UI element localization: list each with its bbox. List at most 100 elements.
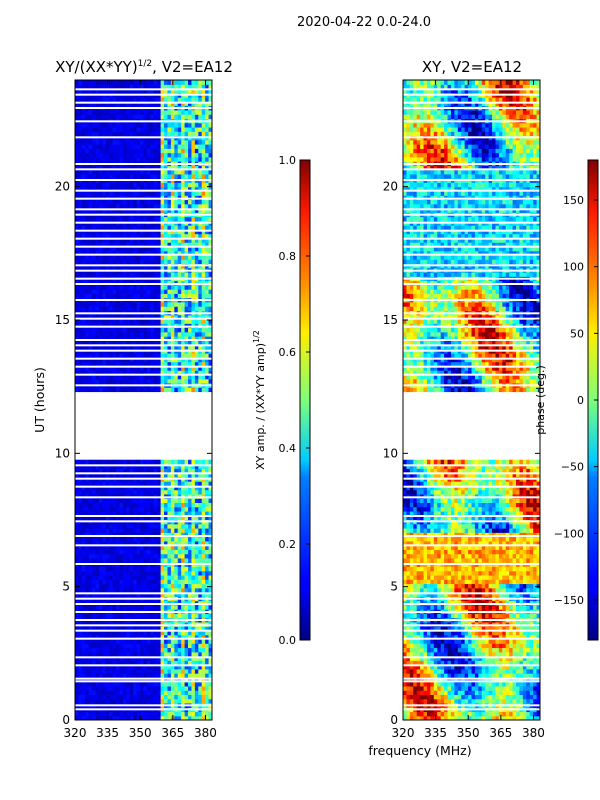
heatmap1-cell [205, 254, 210, 260]
heatmap1-cell [105, 331, 110, 337]
heatmap1-cell [126, 604, 131, 610]
heatmap1-cell [81, 370, 86, 375]
heatmap1-cell [122, 314, 127, 320]
heatmap1-cell [198, 613, 203, 619]
heatmap1-cell [112, 472, 117, 478]
heatmap1-cell [92, 570, 97, 576]
heatmap1-cell [198, 677, 203, 683]
heatmap1-cell [160, 566, 165, 572]
heatmap1-cell [126, 216, 131, 222]
heatmap1-cell [167, 711, 172, 717]
heatmap1-cell [150, 536, 155, 542]
heatmap1-cell [81, 668, 86, 674]
heatmap1-cell [88, 481, 93, 486]
heatmap1-cell [92, 685, 97, 691]
heatmap1-cell [112, 144, 117, 149]
heatmap1-cell [98, 344, 103, 350]
heatmap1-cell [194, 690, 199, 695]
heatmap1-cell [126, 327, 131, 333]
heatmap1-cell [146, 340, 151, 346]
heatmap1-cell [146, 464, 151, 469]
heatmap1-cell [208, 489, 212, 495]
heatmap1-cell [85, 199, 90, 205]
heatmap1-cell [146, 156, 151, 162]
heatmap1-cell [160, 229, 165, 235]
heatmap1-cell [164, 592, 169, 597]
heatmap1-cell [184, 169, 189, 175]
heatmap1-cell [184, 557, 189, 563]
heatmap1-cell [133, 690, 138, 695]
heatmap1-cell [177, 165, 182, 171]
heatmap1-cell [119, 289, 124, 294]
heatmap1-cell [109, 583, 114, 589]
heatmap1-cell [181, 122, 186, 128]
heatmap1-cell [129, 259, 134, 265]
heatmap1-cell [167, 638, 172, 644]
heatmap1-cell [119, 301, 124, 307]
heatmap1-cell [157, 464, 162, 469]
heatmap1-cell [92, 173, 97, 179]
heatmap1-cell [188, 259, 193, 265]
heatmap1-cell [170, 587, 175, 593]
heatmap1-cell [119, 643, 124, 649]
heatmap1-cell [198, 643, 203, 649]
heatmap1-cell [143, 353, 148, 358]
heatmap1-cell [170, 677, 175, 683]
heatmap1-cell [140, 566, 145, 572]
heatmap1-cell [201, 540, 206, 546]
heatmap1-cell [164, 259, 169, 265]
heatmap1-cell [109, 485, 114, 491]
heatmap1-cell [78, 604, 83, 610]
heatmap1-cell [181, 630, 186, 636]
heatmap1-cell [92, 528, 97, 533]
heatmap1-cell [153, 592, 158, 597]
heatmap1-cell [188, 229, 193, 235]
heatmap1-cell [160, 126, 165, 132]
heatmap1-cell [78, 318, 83, 324]
heatmap1-cell [109, 331, 114, 337]
heatmap1-cell [194, 630, 199, 636]
heatmap1-cell [174, 711, 179, 717]
heatmap1-cell [126, 481, 131, 486]
heatmap1-cell [136, 126, 141, 132]
heatmap1-cell [184, 485, 189, 491]
heatmap1-cell [160, 284, 165, 290]
heatmap1-cell [140, 673, 145, 678]
heatmap1-cell [81, 579, 86, 585]
heatmap1-cell [146, 536, 151, 542]
heatmap1-cell [140, 254, 145, 260]
heatmap1-cell [198, 357, 203, 363]
heatmap1-cell [143, 638, 148, 644]
heatmap1-cell [75, 144, 80, 149]
heatmap1-cell [153, 579, 158, 585]
heatmap1-cell [191, 229, 196, 235]
heatmap1-cell [194, 344, 199, 350]
heatmap1-cell [194, 540, 199, 546]
heatmap1-cell [85, 182, 90, 188]
heatmap1-cell [129, 374, 134, 380]
heatmap1-cell [122, 459, 127, 465]
heatmap1-cell [81, 711, 86, 717]
heatmap1-cell [102, 301, 107, 307]
heatmap1-cell [109, 549, 114, 555]
heatmap1-cell [208, 165, 212, 171]
heatmap1-cell [153, 472, 158, 478]
heatmap1-cell [105, 459, 110, 465]
heatmap1-cell [205, 510, 210, 516]
heatmap1-cell [160, 690, 165, 695]
heatmap1-cell [201, 370, 206, 375]
heatmap1-cell [109, 493, 114, 499]
heatmap1-cell [75, 643, 80, 649]
heatmap1-cell [75, 203, 80, 209]
heatmap1-cell [146, 638, 151, 644]
heatmap1-cell [136, 336, 141, 341]
heatmap1-cell [143, 481, 148, 486]
heatmap1-cell [78, 301, 83, 307]
heatmap1-cell [102, 532, 107, 538]
heatmap1-cell [188, 715, 193, 720]
heatmap1-cell [160, 592, 165, 597]
heatmap1-cell [177, 574, 182, 580]
heatmap1-cell [157, 489, 162, 495]
heatmap1-cell [140, 553, 145, 559]
heatmap1-cell [191, 464, 196, 469]
